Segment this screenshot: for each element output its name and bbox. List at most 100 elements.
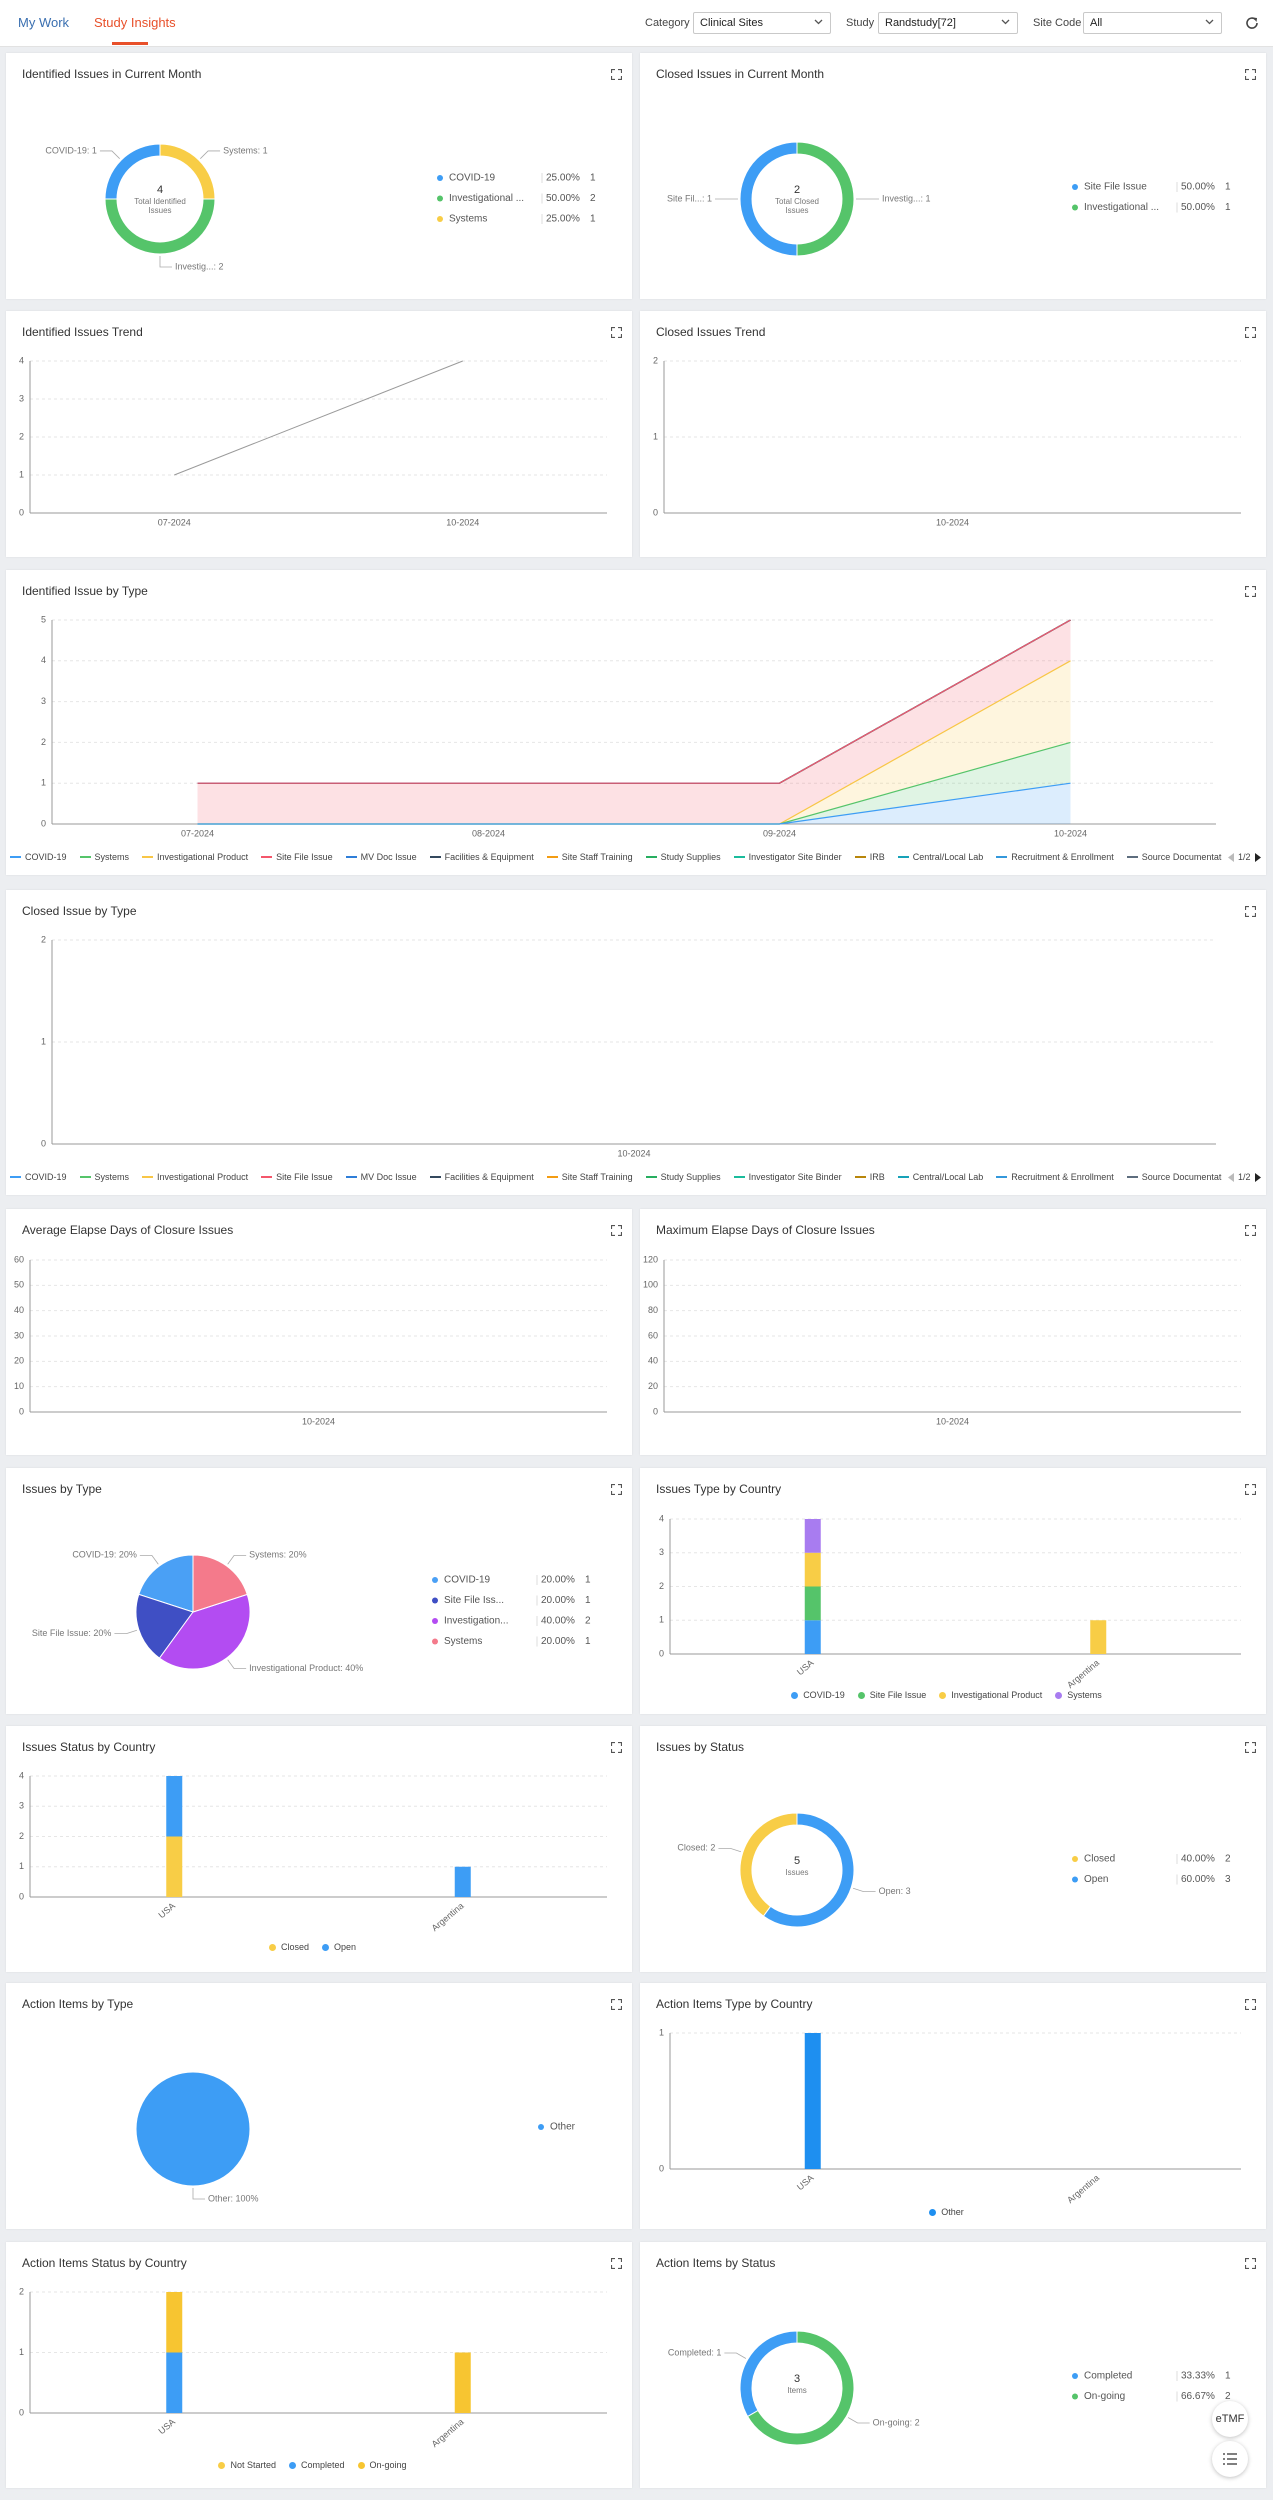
expand-button[interactable] — [1244, 1223, 1257, 1241]
legend-item[interactable]: COVID-19 — [791, 1690, 845, 1700]
expand-button[interactable] — [610, 1740, 623, 1758]
legend-item[interactable]: Site Staff Training — [546, 852, 633, 862]
expand-button[interactable] — [610, 1482, 623, 1500]
legend-item[interactable]: Completed — [288, 2460, 345, 2470]
legend-name: COVID-19 — [449, 173, 496, 184]
legend-item[interactable]: Systems — [1055, 1690, 1102, 1700]
expand-icon — [1244, 1998, 1257, 2011]
legend-item[interactable]: Investigational Product — [939, 1690, 1042, 1700]
legend-item[interactable]: IRB — [854, 852, 885, 862]
filter-select[interactable]: Clinical Sites — [693, 12, 831, 34]
legend-label: MV Doc Issue — [360, 852, 417, 862]
slice-label: Closed: 2 — [677, 1843, 715, 1853]
legend-item[interactable]: Investigational Product — [142, 1172, 248, 1182]
legend-item[interactable]: Other — [929, 2207, 964, 2217]
legend-item[interactable]: Site Staff Training — [546, 1172, 633, 1182]
x-tick-label: 08-2024 — [472, 828, 505, 838]
legend-item[interactable]: Systems — [79, 1172, 130, 1182]
legend-item[interactable]: Study Supplies — [645, 1172, 721, 1182]
legend-item[interactable]: MV Doc Issue — [345, 1172, 417, 1182]
y-tick-label: 0 — [19, 507, 24, 517]
legend-item[interactable]: On-going — [357, 2460, 407, 2470]
panel: 0 1 USA Argentina Action Items Type by Count… — [640, 1983, 1266, 2229]
legend-item[interactable]: Source Documentation — [1126, 852, 1222, 862]
legend-item[interactable]: Central/Local Lab — [897, 852, 983, 862]
expand-button[interactable] — [1244, 1997, 1257, 2015]
expand-button[interactable] — [610, 2256, 623, 2274]
legend-item[interactable]: Closed — [268, 1942, 309, 1952]
expand-button[interactable] — [1244, 1740, 1257, 1758]
expand-icon — [1244, 2257, 1257, 2270]
legend-item[interactable]: IRB — [854, 1172, 885, 1182]
expand-button[interactable] — [1244, 2256, 1257, 2274]
pager-next[interactable] — [1254, 1172, 1261, 1182]
etmf-button[interactable]: eTMF — [1212, 2401, 1248, 2437]
expand-corners — [610, 1483, 623, 1496]
expand-button[interactable] — [1244, 584, 1257, 602]
legend-item[interactable]: Source Documentation — [1126, 1172, 1222, 1182]
x-tick-label: Argentina — [430, 1901, 466, 1933]
leader-line — [718, 1847, 742, 1853]
legend-label: Systems — [94, 852, 130, 862]
legend-label: Systems — [94, 1172, 130, 1182]
list-button[interactable] — [1212, 2441, 1248, 2477]
center-box: Issues — [785, 1868, 808, 1877]
chart-canvas: 0 1 2 3 4 5 07-2024 08-2024 09-2024 10-2024 — [41, 614, 1216, 838]
legend-item[interactable]: Open — [321, 1942, 356, 1952]
tab[interactable]: My Work — [18, 15, 70, 30]
panel: Closed: 2 Open: 3 5 Issues Closed 40.00% 2 Open… — [640, 1726, 1266, 1972]
legend-item[interactable]: Investigator Site Binder — [733, 852, 842, 862]
expand-button[interactable] — [1244, 325, 1257, 343]
legend-item[interactable]: Systems — [79, 852, 130, 862]
expand-button[interactable] — [610, 67, 623, 85]
legend-item[interactable]: Facilities & Equipment — [429, 852, 534, 862]
expand-corners — [1244, 585, 1257, 598]
pager-next[interactable] — [1254, 852, 1261, 862]
legend-label: Facilities & Equipment — [444, 1172, 534, 1182]
legend-item[interactable]: Facilities & Equipment — [429, 1172, 534, 1182]
pager-prev[interactable] — [1228, 852, 1235, 862]
legend-item[interactable]: Study Supplies — [645, 852, 721, 862]
legend-item[interactable]: Investigational Product — [142, 852, 248, 862]
legend-item[interactable]: COVID-19 — [10, 852, 67, 862]
legend-item[interactable]: MV Doc Issue — [345, 852, 417, 862]
legend-item[interactable]: Not Started — [218, 2460, 276, 2470]
filter-select[interactable]: All — [1083, 12, 1222, 34]
leader-line — [114, 1629, 138, 1635]
legend-item[interactable]: Investigator Site Binder — [733, 1172, 842, 1182]
expand-corners — [1244, 1224, 1257, 1237]
expand-button[interactable] — [610, 325, 623, 343]
legend-item[interactable]: Recruitment & Enrollment — [996, 852, 1114, 862]
panel: 0 10 20 30 40 50 60 10-2024 Average Elapse Days … — [6, 1209, 632, 1455]
chart-canvas: 0 1 2 10-2024 — [41, 934, 1216, 1158]
expand-button[interactable] — [1244, 1482, 1257, 1500]
y-tick-label: 1 — [19, 469, 24, 479]
pager-text: 1/2 — [1238, 1172, 1251, 1182]
expand-button[interactable] — [1244, 904, 1257, 922]
legend-value: 2 — [585, 1616, 591, 1627]
legend-item[interactable]: Site File Issue — [261, 852, 333, 862]
tab[interactable]: Study Insights — [94, 15, 176, 30]
legend-value: 1 — [585, 1595, 591, 1606]
legend-item[interactable]: COVID-19 — [10, 1172, 67, 1182]
legend-item[interactable]: Site File Issue — [261, 1172, 333, 1182]
legend-dot — [432, 1618, 438, 1624]
legend-marker — [857, 1691, 865, 1699]
legend-item[interactable]: Recruitment & Enrollment — [996, 1172, 1114, 1182]
legend-marker — [546, 1176, 558, 1178]
legend-item[interactable]: Site File Issue — [857, 1690, 927, 1700]
legend-marker — [854, 1176, 866, 1178]
filter-select[interactable]: Randstudy[72] — [878, 12, 1018, 34]
legend-label: COVID-19 — [25, 1172, 67, 1182]
expand-button[interactable] — [1244, 67, 1257, 85]
y-tick-label: 0 — [19, 1406, 24, 1416]
expand-button[interactable] — [610, 1223, 623, 1241]
expand-button[interactable] — [610, 1997, 623, 2015]
expand-icon — [1244, 326, 1257, 339]
legend-item[interactable]: Central/Local Lab — [897, 1172, 983, 1182]
pager-prev[interactable] — [1228, 1172, 1235, 1182]
y-tick-label: 30 — [14, 1330, 24, 1340]
legend-label: Site File Issue — [869, 1690, 927, 1700]
refresh-button[interactable] — [1244, 15, 1260, 31]
